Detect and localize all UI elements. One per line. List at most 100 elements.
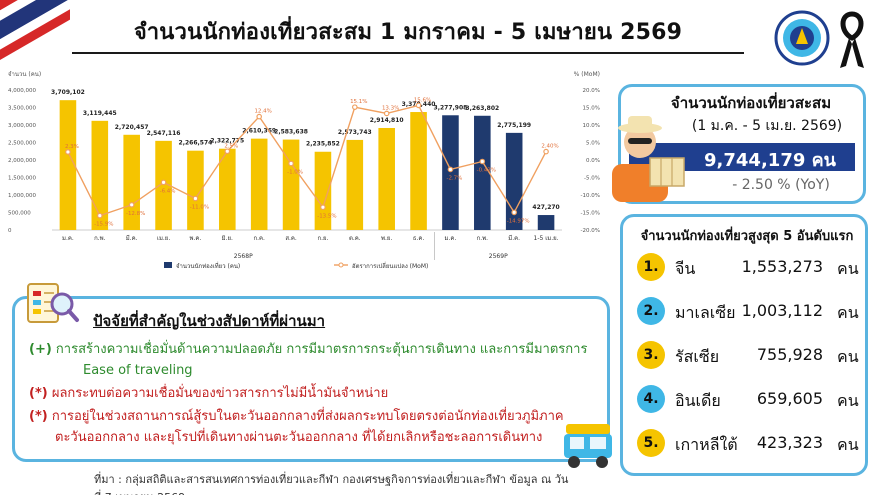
bar (537, 215, 555, 230)
legend-label-line: อัตราการเปลี่ยนแปลง (MoM) (352, 262, 428, 270)
country-name: มาเลเซีย (675, 303, 736, 322)
total-card-period: (1 ม.ค. - 5 เม.ย. 2569) (691, 118, 843, 134)
y-axis-left-title: จำนวน (คน) (8, 71, 41, 78)
x-tick-label: ก.ค. (253, 235, 265, 242)
bar (91, 120, 109, 230)
bar (442, 115, 459, 230)
key-factors-card: ปัจจัยที่สำคัญในช่วงสัปดาห์ที่ผ่านมา (+)… (12, 296, 610, 462)
bar (474, 115, 491, 230)
y-tick-right: -20.0% (581, 228, 600, 234)
mom-point (160, 179, 167, 186)
bar-label: 427,270 (532, 204, 559, 211)
bar-label: 3,119,445 (83, 110, 117, 117)
mom-label: -2.7% (446, 175, 462, 181)
bar (219, 148, 236, 230)
bar (250, 138, 268, 230)
legend-label-bars: จำนวนนักท่องเที่ยว (คน) (176, 262, 240, 270)
mourning-ribbon-icon (836, 10, 868, 70)
factor-text: การอยู่ในช่วงสถานการณ์สู้รบในตะวันออกกลา… (51, 409, 564, 424)
y-tick-left: 1,000,000 (8, 193, 36, 199)
factor-item: (*) ผลกระทบต่อความเชื่อมั่นของข่าวสารการ… (29, 383, 388, 404)
mom-point (65, 149, 71, 155)
country-value: 659,605 (756, 389, 823, 408)
mom-point (479, 158, 486, 165)
mom-point (415, 102, 422, 109)
x-tick-label: ก.พ. (94, 235, 105, 242)
ministry-logo-icon (774, 10, 830, 66)
mom-label: 12.4% (254, 109, 271, 115)
y-tick-left: 4,000,000 (8, 88, 36, 94)
country-value: 423,323 (756, 433, 823, 452)
mom-label: 13.3% (382, 105, 399, 111)
tuktuk-illustration-icon (560, 420, 616, 472)
bar-label: 2,610,369 (242, 128, 276, 135)
bar-label: 2,775,199 (497, 122, 531, 129)
mom-label: 15.6% (414, 97, 431, 103)
x-tick-label: ส.ค. (285, 235, 297, 242)
bar (378, 127, 395, 230)
bar (282, 139, 300, 230)
x-tick-label: มิ.ย. (222, 235, 233, 242)
factor-text: การสร้างความเชื่อมั่นด้านความปลอดภัย การ… (55, 342, 588, 357)
total-value: 9,744,179 คน (704, 150, 836, 171)
mom-label: -15.9% (94, 222, 113, 228)
bar (346, 139, 364, 230)
top5-countries-card: จำนวนนักท่องเที่ยวสูงสุด 5 อันดับแรก 1. … (620, 214, 868, 476)
country-unit: คน (837, 259, 859, 278)
bar-label: 2,266,574 (179, 140, 213, 147)
bar (187, 150, 204, 230)
mom-point (128, 202, 135, 208)
legend-marker-line (338, 262, 344, 268)
mom-point (224, 148, 231, 155)
country-name: จีน (675, 259, 696, 278)
x-tick-label: 1-5 เม.ย. (534, 235, 559, 242)
y-tick-right: -15.0% (581, 211, 600, 217)
country-unit: คน (837, 391, 859, 410)
x-tick-label: มี.ค. (126, 234, 138, 242)
y-tick-left: 3,500,000 (8, 106, 36, 112)
x-group-label: 2568P (234, 253, 253, 260)
top5-row: 5. เกาหลีใต้ 423,323 คน (631, 429, 867, 459)
mom-point (383, 110, 390, 117)
country-name: รัสเซีย (675, 347, 720, 366)
y-tick-right: 20.0% (583, 88, 600, 94)
report-magnifier-icon (24, 278, 80, 328)
factor-mark: (*) (29, 409, 48, 424)
mom-point (352, 104, 358, 110)
mom-point (256, 113, 262, 120)
country-name: เกาหลีใต้ (675, 435, 738, 454)
top5-row: 2. มาเลเซีย 1,003,112 คน (631, 297, 867, 327)
x-tick-label: ม.ค. (62, 235, 74, 242)
mom-label: -6.4% (160, 188, 176, 194)
data-source-note: ที่มา : กลุ่มสถิติและสารสนเทศการท่องเที่… (94, 473, 569, 495)
mom-label: -11.0% (190, 205, 209, 211)
mom-label: -13.5% (317, 213, 336, 219)
y-axis-right-title: % (MoM) (574, 71, 600, 78)
x-tick-label: ก.ย. (317, 235, 328, 242)
y-tick-right: -5.0% (584, 176, 600, 182)
country-value: 1,003,112 (741, 301, 823, 320)
factor-mark: (*) (29, 386, 48, 401)
y-tick-right: 0.0% (586, 158, 600, 164)
mom-label: -1.0% (287, 170, 303, 176)
mom-label: -0.43% (477, 168, 496, 174)
mom-label: 2.5% (224, 143, 238, 149)
mom-label: 2.3% (65, 144, 79, 150)
x-tick-label: พ.ย. (381, 235, 392, 242)
bar (410, 112, 427, 230)
top5-title: จำนวนนักท่องเที่ยวสูงสุด 5 อันดับแรก (640, 229, 854, 244)
y-tick-left: 1,500,000 (8, 176, 36, 182)
x-tick-label: ม.ค. (445, 235, 457, 242)
x-tick-label: ต.ค. (349, 235, 361, 242)
y-tick-left: 0 (8, 228, 12, 234)
country-value: 755,928 (756, 345, 823, 364)
rank-badge: 2. (637, 297, 665, 325)
y-tick-left: 2,500,000 (8, 141, 36, 147)
total-card-title: จำนวนนักท่องเที่ยวสะสม (670, 94, 832, 112)
bar-label: 2,322,775 (210, 138, 244, 145)
top5-row: 3. รัสเซีย 755,928 คน (631, 341, 867, 371)
monthly-tourist-chart: จำนวน (คน) % (MoM) 0 500,000 1,000,000 1,500,… (4, 62, 602, 288)
factor-item: (+) การสร้างความเชื่อมั่นด้านความปลอดภัย… (29, 339, 587, 360)
bar-label: 2,547,116 (147, 130, 181, 137)
y-tick-left: 500,000 (8, 211, 31, 217)
